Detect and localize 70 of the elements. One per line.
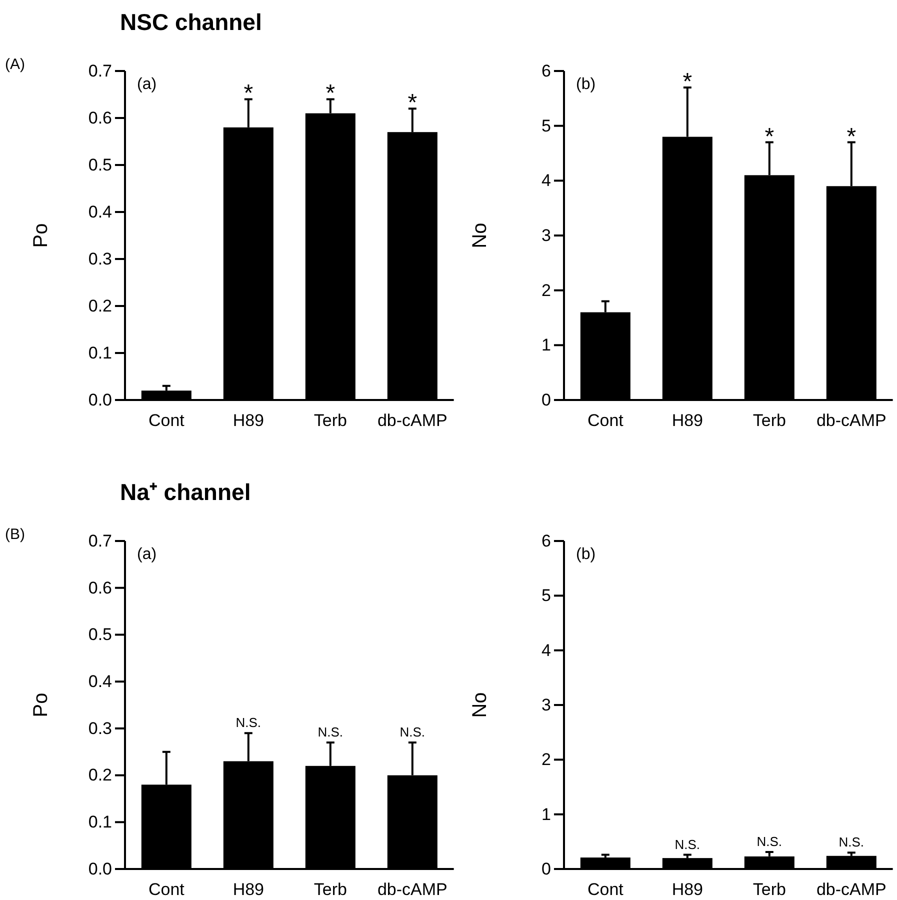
x-tick-label: Terb (752, 411, 786, 430)
x-tick-label: Terb (752, 880, 786, 900)
x-tick-label: Terb (314, 880, 347, 900)
y-tick-label: 0.7 (88, 531, 112, 550)
x-tick-label: H89 (232, 411, 264, 430)
y-tick-label: 1 (542, 336, 551, 355)
y-tick-label: 4 (542, 640, 551, 660)
annotation: * (326, 80, 336, 108)
annotation: (b) (576, 76, 596, 93)
y-tick-label: 0.1 (88, 812, 112, 832)
x-tick-label: db-cAMP (816, 880, 886, 900)
y-tick-label: 0.2 (88, 766, 112, 785)
annotation: N.S. (236, 715, 262, 730)
y-axis-title: No (469, 692, 491, 718)
annotation: N.S. (674, 836, 700, 852)
y-axis-title: Po (30, 692, 52, 718)
x-tick-label: db-cAMP (816, 411, 886, 430)
y-tick-label: 0.0 (88, 859, 112, 878)
y-tick-label: 2 (542, 750, 551, 770)
annotation: (b) (576, 546, 596, 563)
x-tick-label: H89 (672, 411, 704, 430)
y-tick-label: 5 (542, 586, 551, 606)
y-tick-label: 0.6 (88, 578, 112, 598)
y-tick-label: 0.6 (88, 108, 112, 128)
x-tick-label: Cont (148, 880, 185, 900)
y-tick-label: 0.3 (88, 249, 112, 268)
x-tick-label: H89 (672, 880, 704, 900)
annotation: * (846, 123, 856, 150)
y-tick-label: 0.5 (88, 155, 112, 174)
annotation: * (764, 123, 774, 150)
annotation: (a) (137, 76, 157, 93)
chart-title: NSC channel (120, 9, 262, 35)
x-tick-label: Terb (314, 411, 347, 430)
x-tick-label: Cont (148, 411, 185, 430)
annotation: (a) (137, 546, 157, 563)
y-tick-label: 0.4 (88, 202, 112, 222)
y-tick-label: 0.1 (88, 343, 112, 362)
annotation: N.S. (318, 724, 344, 740)
y-tick-label: 5 (542, 116, 551, 136)
y-tick-label: 0 (542, 859, 551, 878)
annotation: N.S. (756, 834, 782, 850)
annotation: * (682, 68, 692, 96)
y-tick-label: 0.5 (88, 625, 112, 644)
x-tick-label: H89 (232, 880, 264, 900)
y-tick-label: 0.0 (88, 390, 112, 410)
y-tick-label: 2 (542, 280, 551, 300)
y-tick-label: 0 (542, 390, 551, 410)
annotation: N.S. (400, 724, 426, 740)
x-tick-label: Cont (587, 880, 624, 900)
y-tick-label: 1 (542, 804, 551, 824)
y-tick-label: 0.4 (88, 672, 112, 692)
x-tick-label: db-cAMP (377, 880, 448, 900)
y-tick-label: 0.2 (88, 296, 112, 316)
x-tick-label: db-cAMP (377, 411, 448, 430)
chart-title: Na⁺ channel (120, 479, 251, 505)
y-tick-label: 3 (542, 695, 551, 714)
y-tick-label: 0.7 (88, 61, 112, 80)
y-tick-label: 4 (542, 171, 551, 190)
y-tick-label: 6 (542, 61, 551, 80)
text: (B) (5, 526, 25, 543)
y-tick-label: 3 (542, 226, 551, 245)
y-tick-label: 0.3 (88, 718, 112, 738)
x-tick-label: Cont (587, 411, 624, 430)
annotation: * (408, 90, 418, 117)
y-tick-label: 6 (542, 531, 551, 550)
annotation: N.S. (838, 834, 864, 850)
y-axis-title: No (469, 222, 491, 248)
text: (A) (5, 56, 25, 73)
annotation: * (244, 80, 254, 108)
y-axis-title: Po (30, 223, 52, 248)
